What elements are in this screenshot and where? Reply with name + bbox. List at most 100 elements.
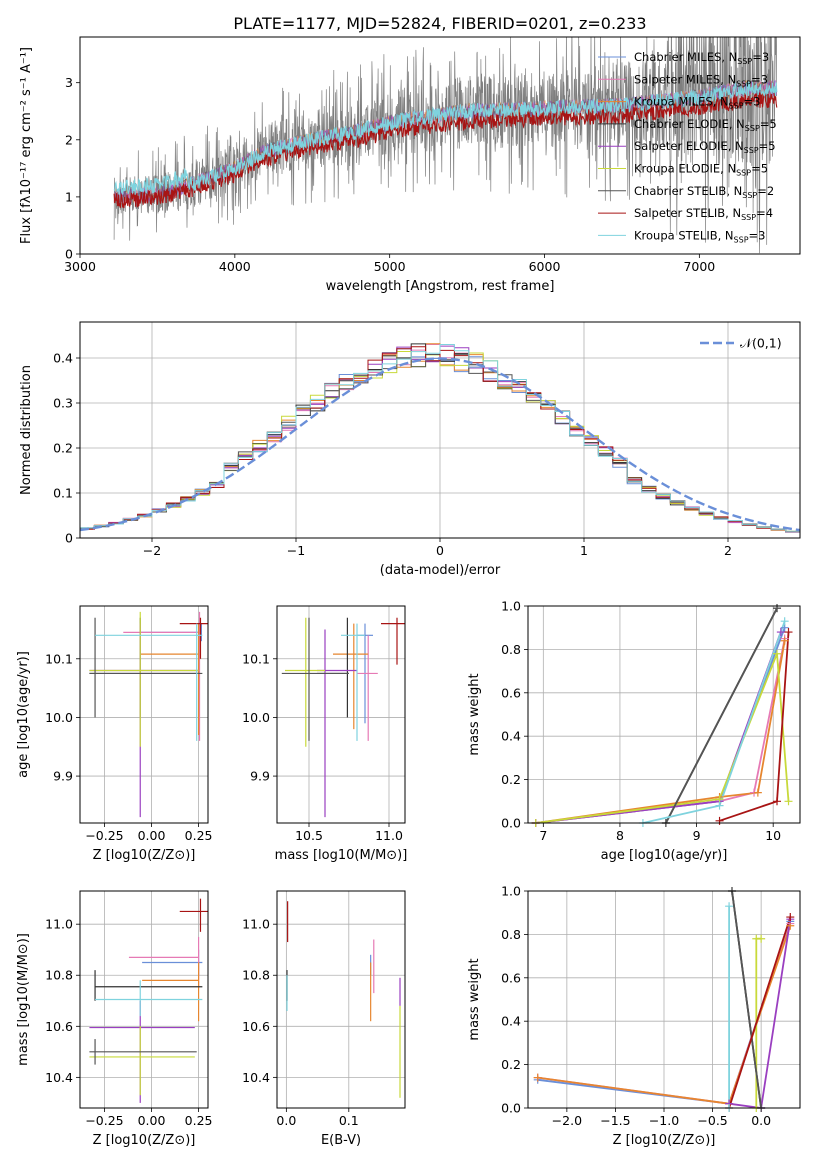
ytick-label: 0.6 (501, 970, 521, 985)
ytick-label: 1.0 (501, 599, 521, 614)
ytick-label: 10.4 (45, 1070, 73, 1085)
x-axis-label: (data-model)/error (380, 563, 501, 578)
ytick-label: 0.1 (53, 486, 73, 501)
ytick-label: 10.8 (242, 968, 270, 983)
panel-residuals: −2 −1 0 1 2 0 0.1 0.2 0.3 0.4 (data-model)/error No… (19, 321, 801, 578)
xtick-label: −1 (287, 543, 305, 558)
figure-title: PLATE=1177, MJD=52824, FIBERID=0201, z=0… (233, 14, 646, 33)
weight-marker-7 (786, 913, 795, 922)
xtick-label: −1.5 (600, 1113, 630, 1128)
x-axis-label: Z [log10(Z/Z⊙)] (93, 848, 196, 863)
legend-label-8: Kroupa STELIB, NSSP=3 (634, 228, 765, 244)
xtick-label: 0.25 (185, 828, 213, 843)
panel-spectrum: 3000 4000 5000 6000 7000 0 1 2 3 wavelength [Angs… (19, 36, 801, 294)
ytick-label: 10.4 (242, 1070, 270, 1085)
plot-area-weight-vs-Z (537, 891, 792, 1108)
panel-weight-vs-Z: −2.0 −1.5 −1.0 −0.5 0.0 0.0 0.2 0.4 0.6 0.8 1.0 Z [… (467, 884, 801, 1148)
normal-reference-curve (80, 357, 800, 532)
weight-marker-7 (784, 628, 793, 637)
residual-histogram-8 (80, 344, 800, 538)
ytick-label: 1 (65, 189, 73, 204)
y-axis-label: mass weight (467, 673, 482, 755)
errorbar-8 (95, 980, 203, 1017)
xtick-label: 0.00 (138, 1113, 166, 1128)
panel-mass-vs-Z: −0.25 0.00 0.25 10.4 10.6 10.8 11.0 Z [log10(Z/… (16, 890, 213, 1148)
errorbar-6 (89, 1039, 197, 1065)
ytick-label: 0.4 (53, 351, 73, 366)
errorbar-2 (142, 962, 200, 1022)
axes-frame (79, 321, 801, 539)
weight-marker-5 (784, 797, 793, 806)
ytick-label: 0.4 (501, 729, 521, 744)
xtick-label: 7 (539, 828, 547, 843)
xtick-label: 0.0 (751, 1113, 771, 1128)
xtick-label: 0.0 (276, 1113, 296, 1128)
weight-marker-4 (776, 628, 785, 637)
ytick-label: 11.0 (242, 917, 270, 932)
axes-frame (79, 605, 209, 824)
xtick-label: −2.0 (552, 1113, 582, 1128)
errorbar-4 (89, 623, 199, 818)
ytick-label: 0.0 (501, 816, 521, 831)
ytick-label: 10.8 (45, 968, 73, 983)
ytick-label: 2 (65, 132, 73, 147)
panel-mass-vs-ebv: 0.0 0.1 10.4 10.6 10.8 11.0 E(B-V) (242, 890, 406, 1148)
errorbar-5 (89, 611, 199, 747)
xtick-label: −0.5 (697, 1113, 727, 1128)
weight-marker-8 (715, 801, 724, 810)
errorbar-1 (357, 635, 378, 741)
axes-frame (276, 890, 406, 1109)
residual-legend: 𝒩(0,1) (700, 336, 782, 351)
errorbar-6 (281, 617, 349, 741)
spectrum-legend: Chabrier MILES, NSSP=3 Salpeter MILES, NS… (598, 50, 777, 244)
observed-spectrum (113, 37, 777, 254)
errorbar-5 (285, 617, 325, 747)
plot-area-age-vs-mass (281, 617, 405, 818)
ytick-label: 10.6 (45, 1019, 73, 1034)
xtick-label: 8 (616, 828, 624, 843)
xtick-label: 6000 (529, 259, 561, 274)
legend-label-4: Salpeter ELODIE, NSSP=5 (634, 139, 776, 155)
xtick-label: 11.0 (375, 828, 403, 843)
legend-label-5: Kroupa ELODIE, NSSP=5 (634, 162, 768, 178)
x-axis-label: Z [log10(Z/Z⊙)] (93, 1133, 196, 1148)
weight-marker-7 (773, 797, 782, 806)
ytick-label: 1.0 (501, 884, 521, 899)
x-axis-label: wavelength [Angstrom, rest frame] (326, 279, 555, 294)
plot-area-mass-vs-Z (89, 898, 208, 1103)
panel-age-vs-Z: −0.25 0.00 0.25 9.9 10.0 10.1 Z [log10(Z/Z⊙)] a… (16, 605, 213, 863)
errorbar-6 (89, 617, 203, 718)
errorbar-3 (94, 970, 203, 1001)
axes-frame (79, 36, 801, 255)
weight-marker-5 (773, 649, 782, 658)
errorbar-7 (179, 898, 208, 932)
xtick-label: 0.25 (185, 1113, 213, 1128)
xtick-label: 0.1 (339, 1113, 359, 1128)
xtick-label: −0.25 (85, 1113, 123, 1128)
xtick-label: 10 (765, 828, 781, 843)
xtick-label: 2 (724, 543, 732, 558)
xtick-label: −0.25 (85, 828, 123, 843)
xtick-label: 7000 (683, 259, 715, 274)
ytick-label: 0.3 (53, 396, 73, 411)
weight-line-2 (535, 640, 786, 823)
legend-label-0: Chabrier MILES, NSSP=3 (634, 50, 769, 66)
plot-area-residuals (80, 343, 800, 538)
legend-label-3: Chabrier ELODIE, NSSP=5 (634, 117, 777, 133)
weight-marker-8 (725, 902, 734, 911)
xtick-label: 9 (693, 828, 701, 843)
errorbar-2 (333, 623, 369, 730)
xtick-label: −2 (143, 543, 161, 558)
errorbar-7 (381, 617, 405, 665)
ytick-label: 0.2 (501, 772, 521, 787)
y-axis-label: age [log10(age/yr)] (16, 651, 31, 778)
x-axis-label: mass [log10(M/M⊙)] (275, 848, 408, 863)
weight-line-8 (642, 620, 786, 823)
ytick-label: 10.0 (45, 710, 73, 725)
weight-marker-2 (780, 636, 789, 645)
ytick-label: 0 (65, 531, 73, 546)
errorbar-5 (89, 1026, 195, 1096)
errorbar-2 (140, 623, 200, 736)
weight-line-5 (535, 653, 790, 823)
